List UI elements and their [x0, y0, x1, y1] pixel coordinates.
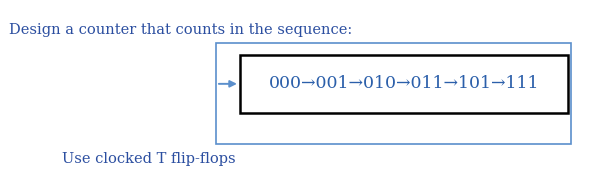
Bar [240, 55, 568, 113]
Text: 000→001→010→011→101→111: 000→001→010→011→101→111 [269, 75, 539, 92]
Bar [216, 43, 571, 144]
Text: Design a counter that counts in the sequence:: Design a counter that counts in the sequ… [9, 23, 352, 37]
Text: Use clocked T flip-flops: Use clocked T flip-flops [62, 152, 236, 166]
